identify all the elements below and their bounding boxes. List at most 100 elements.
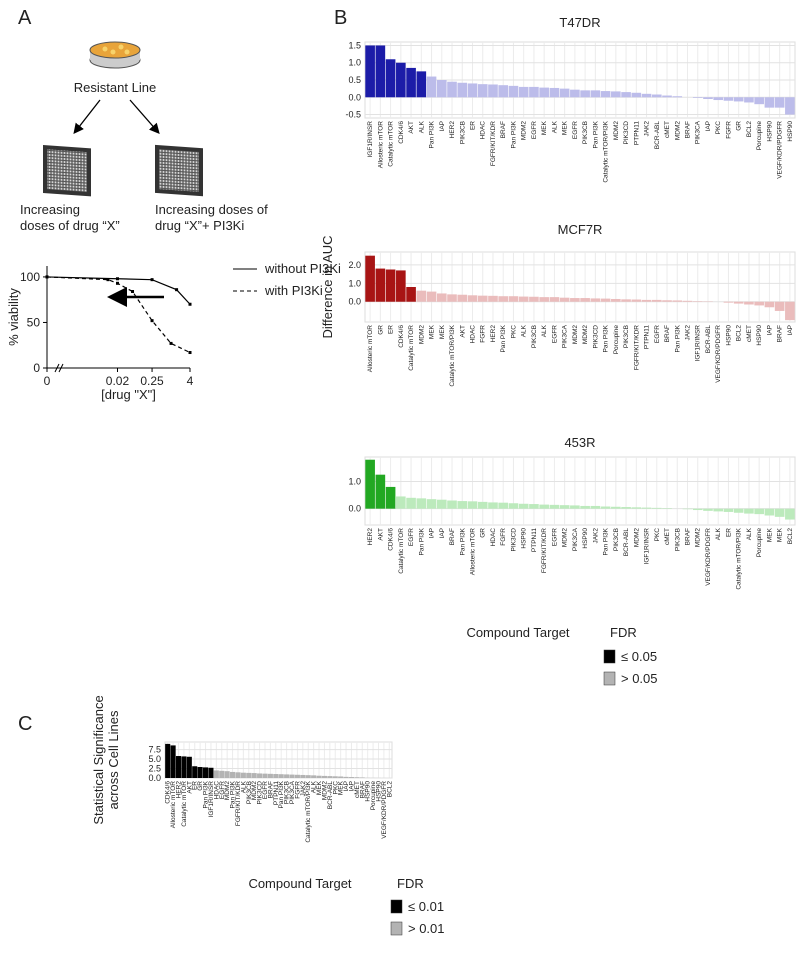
bar [175,756,182,778]
y-tick-label: 2.5 [148,764,161,774]
point [115,277,119,281]
bar [321,775,327,778]
x-tick-label: BRAF [777,325,784,342]
bar [457,294,468,302]
x-tick-label: MDM2 [613,121,620,141]
bar [416,498,427,509]
bar [723,301,734,303]
arrow [129,99,160,134]
x-tick-label: PIK3CB [246,781,253,804]
bar [354,777,360,778]
x-tick-label: ALK [715,527,722,540]
x-tick-label: CDK4/6 [388,528,395,551]
bar [754,97,764,105]
x-tick-label: Porcupine [613,325,620,355]
x-tick-label: JAK2 [300,781,307,797]
bar [662,300,672,302]
x-tick-label: FGFR/KIT/KDR [490,121,497,166]
bar [764,508,775,516]
x-tick-label: Pan PI3K [418,527,425,555]
bar [508,296,519,302]
bar [385,59,396,98]
x-tick-label: 0 [44,374,51,388]
bar [539,87,549,98]
legend-swatch [603,671,616,686]
x-tick-label: Catalytic mTOR/PI3K [603,120,610,182]
bar [426,291,437,302]
bar [651,94,662,98]
x-tick-label: 0.02 [106,374,130,388]
bar [396,62,406,98]
bar [723,508,734,512]
bar [764,97,775,108]
x-tick-label: FGFR/KIT/KDR [633,325,640,370]
x-tick-label: HDAC [480,121,487,140]
bar [764,301,775,308]
x-tick-label: HSP90 [375,781,382,802]
x-tick-label: FGFR [725,121,732,139]
legend-label: > 0.01 [408,921,445,936]
point [188,351,192,355]
x-tick-label: PIK3CA [562,324,569,348]
x-tick-label: IAP [429,528,436,538]
x-tick-label: cMET [664,528,671,545]
x-tick-label: EGFR [408,528,415,546]
bar [262,773,268,778]
bar [284,774,290,778]
x-tick-label: BRAF [664,325,671,342]
bar [300,774,306,778]
x-tick-label: PIK3CA [695,120,702,144]
y-tick-label: 0 [33,361,40,375]
bar [327,776,333,778]
series-line [46,276,191,305]
bar [365,45,375,98]
x-tick-label: HDAC [213,781,220,800]
bar [631,92,642,98]
x-tick-label: PKC [332,781,339,795]
bar [559,505,570,509]
point [150,278,154,282]
x-tick-label: VEGF/KDR/PDGFR [381,781,388,839]
x-tick-label: EGFR [262,781,269,799]
bar [230,771,236,778]
x-axis-label: [drug "X"] [101,387,156,402]
bar [294,774,300,778]
legend-label: > 0.05 [621,671,658,686]
panel-label: C [18,713,32,735]
x-tick-label: cMET [664,121,671,138]
bar [774,301,785,311]
bar [744,97,754,103]
x-tick-label: Allosteric mTOR [170,781,177,828]
point [131,290,135,293]
x-tick-label: ALK [418,120,425,133]
y-tick-label: 5.0 [148,754,161,764]
bar [641,507,652,509]
plot-background [364,456,796,526]
x-tick-label: CDK4/6 [398,121,405,144]
x-tick-label: PIK3CB [284,781,291,804]
x-tick-label: BCL2 [787,528,794,545]
bar [436,499,447,509]
bar [467,501,478,509]
x-tick-label: GR [377,325,384,335]
x-tick-label: BCL2 [386,781,393,798]
bar [305,775,311,778]
bar [338,776,344,778]
bar [447,294,457,302]
plate [43,145,91,197]
bar [600,91,611,98]
x-tick-label: IAP [766,325,773,335]
bar [396,496,406,509]
x-tick-label: IGF1R/INSR [208,781,215,818]
x-tick-label: MDM2 [321,781,328,801]
bar [549,87,560,98]
x-axis-label: Compound Target [248,876,351,891]
x-tick-label: EGFR [531,121,538,139]
x-tick-label: PTPN11 [273,781,280,805]
x-tick-label: GR [197,781,204,791]
bar [580,90,590,98]
x-tick-label: PTPN11 [644,325,651,349]
x-tick-label: MDM2 [633,528,640,548]
point [169,341,173,345]
